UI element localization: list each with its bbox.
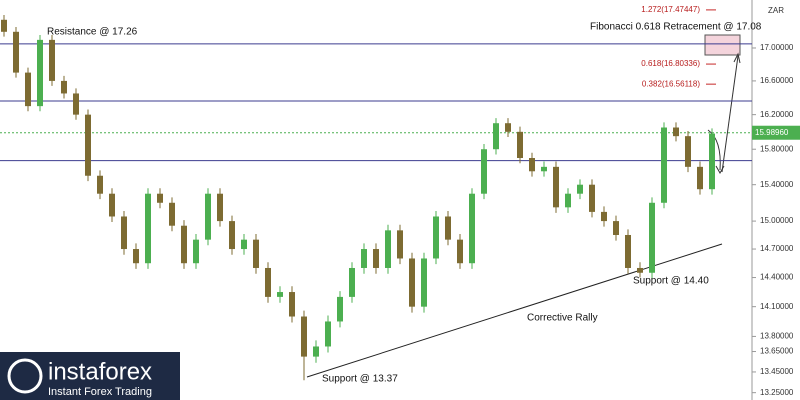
candle-body: [685, 136, 691, 167]
y-tick-label: 13.65000: [760, 347, 794, 356]
candle-body: [217, 193, 223, 222]
projection-arrow: [721, 55, 739, 173]
candle-body: [505, 123, 511, 132]
candle-body: [517, 131, 523, 159]
candle-body: [301, 316, 307, 357]
candle-body: [697, 166, 703, 190]
candle-body: [361, 249, 367, 268]
candle-body: [97, 175, 103, 194]
candle-body: [325, 321, 331, 347]
candle-body: [85, 114, 91, 176]
y-tick-label: 17.00000: [760, 43, 794, 52]
candle-body: [709, 133, 715, 190]
candle-body: [73, 93, 79, 115]
candle-body: [169, 202, 175, 226]
candle-body: [37, 39, 43, 107]
candle-body: [157, 193, 163, 203]
candle-body: [289, 292, 295, 317]
currency-label: ZAR: [768, 6, 784, 15]
current-price-box: [752, 125, 800, 140]
candle-body: [601, 211, 607, 222]
candle-body: [193, 239, 199, 264]
y-tick-label: 16.60000: [760, 76, 794, 85]
candle-body: [181, 225, 187, 264]
candle-body: [421, 258, 427, 307]
candle-body: [397, 230, 403, 259]
y-tick-label: 15.00000: [760, 216, 794, 225]
candle-body: [541, 166, 547, 172]
candle-body: [313, 346, 319, 357]
candle-body: [409, 258, 415, 307]
candle-body: [493, 123, 499, 150]
candle-body: [613, 221, 619, 235]
annotation: Fibonacci 0.618 Retracement @ 17.08: [590, 22, 762, 33]
y-tick-label: 13.25000: [760, 388, 794, 397]
candle-body: [349, 267, 355, 297]
y-tick-label: 13.45000: [760, 367, 794, 376]
candle-body: [457, 239, 463, 264]
candle-body: [265, 267, 271, 297]
candle-body: [577, 184, 583, 194]
candle-body: [277, 292, 283, 297]
arrow-head: [715, 165, 725, 175]
logo: instaforex Instant Forex Trading: [0, 352, 180, 400]
candle-body: [433, 216, 439, 259]
candle-body: [565, 193, 571, 208]
candle-body: [241, 239, 247, 250]
candle-body: [481, 149, 487, 194]
y-tick-label: 14.70000: [760, 244, 794, 253]
y-tick-label: 15.80000: [760, 144, 794, 153]
annotation: Resistance @ 17.26: [47, 27, 138, 38]
candle-body: [589, 184, 595, 212]
candle-body: [109, 193, 115, 217]
y-tick-label: 15.40000: [760, 180, 794, 189]
y-tick-label: 14.40000: [760, 273, 794, 282]
candle-body: [133, 249, 139, 264]
candle-body: [13, 31, 19, 73]
fib-label: 1.272(17.47447): [641, 5, 700, 14]
candle-body: [553, 166, 559, 208]
pullback-arrow: [707, 129, 721, 171]
candle-body: [253, 239, 259, 268]
candle-body: [229, 221, 235, 250]
y-tick-label: 16.20000: [760, 110, 794, 119]
candle-body: [1, 19, 7, 32]
candle-body: [661, 127, 667, 203]
candle-body: [637, 267, 643, 273]
fib-label: 0.382(16.56118): [642, 79, 700, 88]
candle-body: [625, 234, 631, 268]
candle-body: [121, 216, 127, 250]
candle-body: [337, 296, 343, 322]
candle-body: [469, 193, 475, 264]
candle-body: [445, 216, 451, 240]
candle-body: [145, 193, 151, 264]
annotation: Corrective Rally: [527, 313, 598, 324]
candle-body: [373, 249, 379, 268]
candle-body: [529, 158, 535, 172]
logo-name: instaforex: [48, 358, 152, 385]
y-tick-label: 13.80000: [760, 332, 794, 341]
candle-body: [25, 72, 31, 107]
candle-body: [673, 127, 679, 137]
candle-body: [49, 39, 55, 81]
candle-body: [385, 230, 391, 268]
candle-body: [205, 193, 211, 240]
current-price-label: 15.98960: [755, 128, 789, 137]
y-tick-label: 14.10000: [760, 302, 794, 311]
fib-label: 0.618(16.80336): [641, 59, 700, 68]
target-zone: [704, 34, 741, 56]
logo-icon: [7, 358, 43, 394]
annotation: Support @ 13.37: [322, 374, 398, 385]
candle-body: [61, 80, 67, 94]
logo-tagline: Instant Forex Trading: [48, 386, 152, 398]
arrow-head: [733, 52, 741, 64]
annotation: Support @ 14.40: [633, 276, 709, 287]
candle-body: [649, 202, 655, 273]
